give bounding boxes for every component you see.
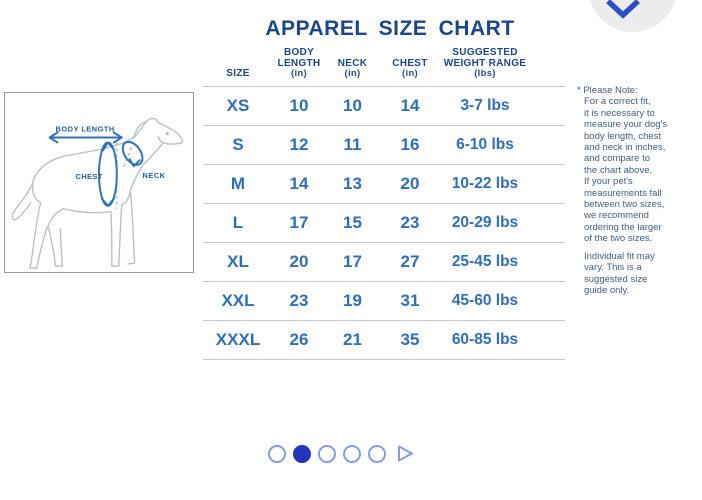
- size-value: M: [230, 173, 246, 193]
- dog-measurement-diagram: BODY LENGTH CHEST NECK: [11, 117, 184, 269]
- collapse-image-button[interactable]: [588, 0, 677, 32]
- please-note-text: * Please Note: For a correct fit, it is …: [577, 85, 668, 245]
- neck-value: 13: [343, 173, 362, 193]
- chest-value: 14: [400, 95, 420, 115]
- page-title: APPAREL SIZE CHART: [265, 17, 515, 40]
- table-row: XL 20 17 27 25-45 lbs: [203, 243, 565, 282]
- body-length-value: 23: [289, 290, 309, 310]
- carousel-dot[interactable]: [368, 444, 386, 463]
- next-image-button[interactable]: [395, 444, 416, 463]
- carousel-dot[interactable]: [268, 444, 286, 463]
- size-value: XXL: [221, 290, 255, 310]
- neck-value: 15: [343, 212, 362, 232]
- weight-value: 3-7 lbs: [460, 96, 510, 114]
- size-table: SIZE BODY LENGTH (in) NECK (in) CHEST (i…: [203, 47, 565, 360]
- carousel-dot[interactable]: [318, 444, 336, 463]
- table-header-row: SIZE BODY LENGTH (in) NECK (in) CHEST (i…: [203, 47, 565, 87]
- dashed-guides: [116, 142, 133, 209]
- chevron-down-icon: [606, 0, 640, 19]
- chest-value: 20: [400, 173, 420, 193]
- chest-label: CHEST: [75, 172, 103, 181]
- weight-value: 6-10 lbs: [456, 135, 514, 153]
- fit-disclaimer-text: Individual fit may vary. This is a sugge…: [584, 251, 655, 297]
- size-value: XXXL: [215, 329, 261, 349]
- measurement-arrows: [48, 131, 144, 207]
- neck-value: 21: [343, 329, 362, 349]
- weight-value: 20-29 lbs: [451, 213, 519, 231]
- dog-diagram-box: BODY LENGTH CHEST NECK: [4, 92, 194, 273]
- neck-label: NECK: [143, 171, 166, 180]
- body-length-value: 14: [289, 173, 309, 193]
- chest-value: 35: [400, 329, 420, 349]
- notes-column: * Please Note: For a correct fit, it is …: [577, 85, 682, 245]
- weight-value: 45-60 lbs: [451, 291, 519, 309]
- table-row: XS 10 10 14 3-7 lbs: [203, 87, 565, 126]
- body-length-value: 17: [289, 212, 309, 232]
- weight-value: 60-85 lbs: [451, 330, 519, 348]
- neck-value: 10: [343, 95, 362, 115]
- carousel-dot[interactable]: [293, 444, 311, 463]
- table-row: XXXL 26 21 35 60-85 lbs: [203, 321, 565, 360]
- body-length-value: 20: [289, 251, 309, 271]
- table-row: L 17 15 23 20-29 lbs: [203, 204, 565, 243]
- chest-value: 27: [400, 251, 420, 271]
- col-header-body-length: BODY LENGTH (in): [277, 47, 321, 79]
- carousel-dots: [268, 444, 386, 463]
- carousel-pagination: [268, 444, 416, 463]
- table-row: M 14 13 20 10-22 lbs: [203, 165, 565, 204]
- carousel-dot[interactable]: [343, 444, 361, 463]
- col-header-spacer: [530, 48, 565, 80]
- col-header-neck: NECK (in): [337, 57, 368, 79]
- body-length-value: 12: [289, 134, 309, 154]
- body-length-value: 26: [289, 329, 309, 349]
- col-header-size: SIZE: [226, 68, 250, 79]
- size-value: XL: [227, 251, 249, 271]
- chest-value: 23: [400, 212, 420, 232]
- next-arrow-icon: [398, 445, 413, 462]
- col-header-weight: SUGGESTED WEIGHT RANGE (lbs): [443, 47, 527, 79]
- weight-value: 25-45 lbs: [451, 252, 519, 270]
- body-length-value: 10: [289, 95, 309, 115]
- body-length-label: BODY LENGTH: [56, 125, 115, 134]
- chest-value: 16: [400, 134, 420, 154]
- neck-value: 19: [343, 290, 362, 310]
- col-header-chest: CHEST (in): [392, 57, 428, 79]
- neck-value: 17: [343, 251, 362, 271]
- weight-value: 10-22 lbs: [451, 174, 519, 192]
- size-value: L: [232, 212, 244, 232]
- size-value: S: [232, 134, 244, 154]
- table-row: XXL 23 19 31 45-60 lbs: [203, 282, 565, 321]
- dog-outline: [11, 117, 184, 269]
- neck-value: 11: [343, 134, 362, 154]
- size-value: XS: [226, 95, 250, 115]
- table-row: S 12 11 16 6-10 lbs: [203, 126, 565, 165]
- chest-value: 31: [400, 290, 420, 310]
